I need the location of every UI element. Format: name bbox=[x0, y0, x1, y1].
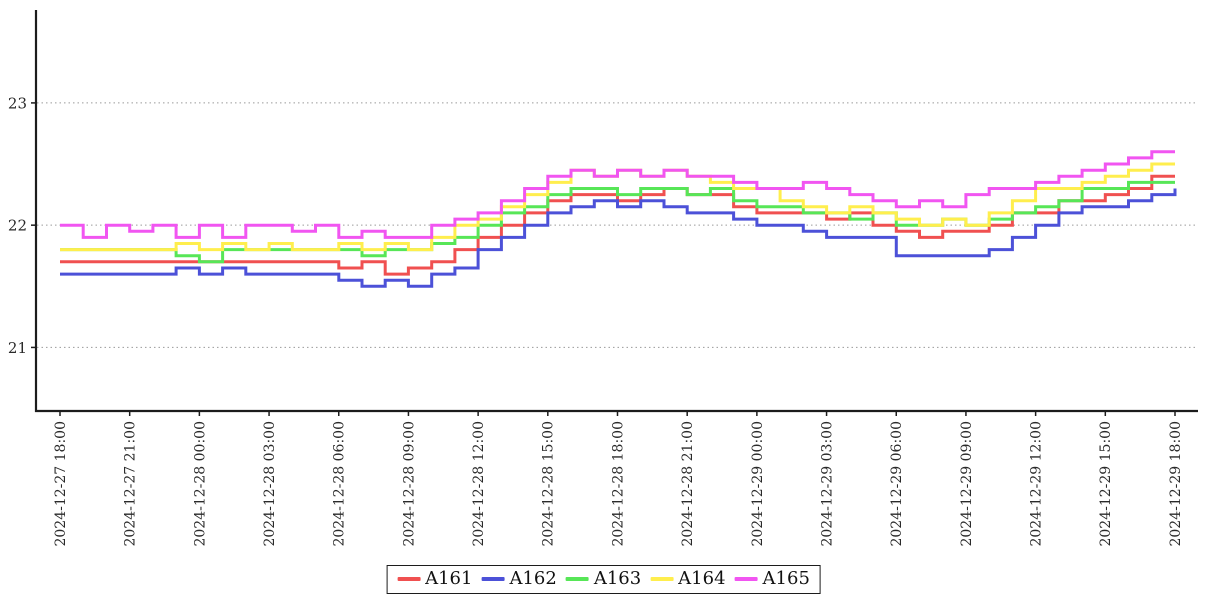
x-tick-label: 2024-12-29 03:00 bbox=[819, 421, 835, 547]
legend-line-swatch-icon bbox=[397, 577, 421, 581]
legend-label: A164 bbox=[678, 568, 726, 589]
legend-line-swatch-icon bbox=[650, 577, 674, 581]
legend-line-swatch-icon bbox=[481, 577, 505, 581]
legend-item-A164: A164 bbox=[650, 568, 726, 589]
y-tick-label: 21 bbox=[8, 339, 27, 357]
legend-item-A161: A161 bbox=[397, 569, 472, 589]
y-tick-label: 22 bbox=[8, 217, 27, 235]
legend-line-swatch-icon bbox=[734, 577, 758, 581]
x-tick-label: 2024-12-27 18:00 bbox=[53, 421, 69, 547]
x-tick-label: 2024-12-28 06:00 bbox=[332, 421, 348, 547]
x-tick-label: 2024-12-28 09:00 bbox=[401, 421, 417, 547]
y-tick-label: 23 bbox=[8, 94, 27, 112]
x-tick-label: 2024-12-29 00:00 bbox=[750, 421, 766, 547]
x-tick-label: 2024-12-28 18:00 bbox=[610, 421, 626, 547]
series-line-A161 bbox=[60, 174, 1175, 276]
legend-label: A162 bbox=[509, 568, 557, 589]
x-tick-label: 2024-12-29 06:00 bbox=[889, 421, 905, 547]
legend-label: A163 bbox=[593, 568, 642, 589]
legend-label: A161 bbox=[425, 568, 473, 589]
series-line-A165 bbox=[60, 150, 1175, 239]
series-line-A162 bbox=[60, 188, 1177, 288]
x-tick-label: 2024-12-28 21:00 bbox=[680, 421, 696, 547]
legend-item-A163: A163 bbox=[565, 568, 642, 589]
legend-item-A162: A162 bbox=[481, 568, 557, 589]
x-tick-label: 2024-12-28 00:00 bbox=[192, 421, 208, 547]
legend-label: A165 bbox=[762, 568, 810, 589]
x-tick-label: 2024-12-28 03:00 bbox=[262, 421, 278, 547]
x-tick-label: 2024-12-28 12:00 bbox=[471, 421, 487, 547]
x-tick-label: 2024-12-29 18:00 bbox=[1168, 421, 1184, 547]
x-tick-label: 2024-12-28 15:00 bbox=[541, 421, 557, 547]
x-tick-label: 2024-12-29 12:00 bbox=[1029, 421, 1045, 547]
legend-line-swatch-icon bbox=[565, 577, 589, 581]
x-tick-label: 2024-12-29 15:00 bbox=[1098, 421, 1114, 547]
legend-item-A165: A165 bbox=[734, 568, 810, 589]
legend: A161 A162 A163 A164 A165 bbox=[386, 565, 821, 594]
x-tick-label: 2024-12-29 09:00 bbox=[959, 421, 975, 547]
x-tick-label: 2024-12-27 21:00 bbox=[123, 421, 139, 547]
